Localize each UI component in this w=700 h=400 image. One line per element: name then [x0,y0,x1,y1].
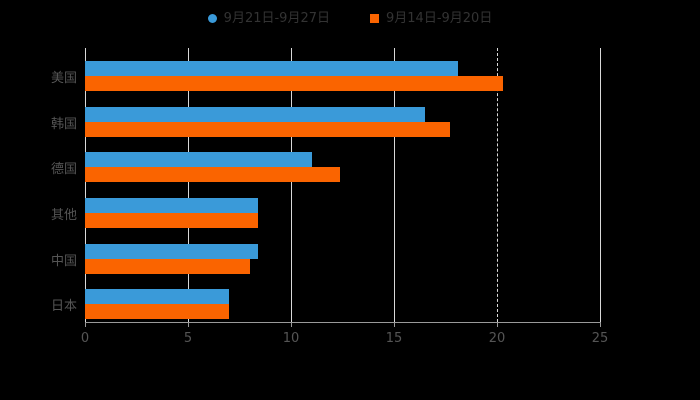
plot-area [85,48,601,322]
gridline-20 [497,48,498,322]
x-tick-mark-10 [291,322,292,327]
bar[interactable] [85,106,425,122]
legend-label-series-0: 9月21日-9月27日 [223,10,330,26]
bar[interactable] [85,212,259,228]
bar[interactable] [85,289,230,305]
x-axis-line [85,322,600,323]
bar[interactable] [85,304,230,320]
x-tick-mark-0 [85,322,86,327]
gridline-10 [291,48,292,322]
x-tick-label: 0 [80,331,90,346]
bar-group [85,243,600,274]
x-tick-mark-15 [394,322,395,327]
x-tick-label: 15 [385,331,403,346]
y-axis-label: 中国 [50,253,77,269]
x-tick-label: 10 [282,331,300,346]
bar[interactable] [85,167,341,183]
bar-group [85,197,600,228]
y-axis-label: 韩国 [50,116,77,132]
bar[interactable] [85,197,259,213]
y-axis-label: 美国 [50,70,77,86]
x-tick-label: 20 [488,331,506,346]
x-tick-mark-5 [188,322,189,327]
gridline-5 [188,48,189,322]
legend-marker-circle-icon [207,13,217,23]
x-tick-mark-20 [497,322,498,327]
legend-marker-square-icon [370,13,379,23]
bar[interactable] [85,152,312,168]
legend-item-series-0[interactable]: 9月21日-9月27日 [207,10,330,26]
bar[interactable] [85,60,458,76]
gridline-15 [394,48,395,322]
chart-legend: 9月21日-9月27日 9月14日-9月20日 [0,6,700,30]
y-axis-category-labels: 美国韩国德国其他中国日本 [0,48,77,322]
y-axis-label: 德国 [50,162,77,178]
x-tick-label: 5 [183,331,193,346]
x-tick-mark-25 [600,322,601,327]
bar[interactable] [85,243,259,259]
bar-group [85,106,600,137]
bar[interactable] [85,75,504,91]
y-axis-label: 其他 [50,207,77,223]
bar[interactable] [85,121,450,137]
bar[interactable] [85,258,250,274]
bar-group [85,60,600,91]
x-tick-label: 25 [591,331,609,346]
bar-group [85,152,600,183]
legend-label-series-1: 9月14日-9月20日 [386,10,493,26]
bar-group [85,289,600,320]
gridline-25 [600,48,601,322]
y-axis-label: 日本 [50,299,77,315]
gridline-0 [85,48,86,322]
legend-item-series-1[interactable]: 9月14日-9月20日 [370,12,492,25]
